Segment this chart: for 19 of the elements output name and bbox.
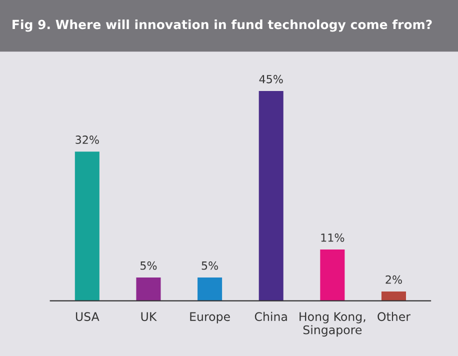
data-label: 45%: [259, 74, 283, 84]
data-label: 11%: [321, 233, 344, 242]
bar: [381, 291, 406, 301]
x-tick-label: China: [254, 312, 287, 322]
x-tick-label: Other: [378, 312, 410, 322]
bar: [136, 278, 161, 301]
x-tick-label: USA: [76, 312, 100, 322]
chart-title: Fig 9. Where will innovation in fund technology come from?: [12, 20, 432, 32]
data-label: 5%: [202, 261, 218, 270]
data-label: 5%: [140, 261, 157, 270]
bar: [320, 250, 345, 301]
data-label: 32%: [76, 136, 99, 144]
bar: [74, 152, 100, 301]
data-label: 2%: [386, 275, 402, 284]
x-tick-label: UK: [141, 312, 157, 322]
x-tick-label: Hong Kong, Singapore: [300, 312, 366, 337]
bar: [258, 91, 284, 301]
x-tick-label: Europe: [190, 312, 230, 324]
bar: [198, 278, 222, 301]
